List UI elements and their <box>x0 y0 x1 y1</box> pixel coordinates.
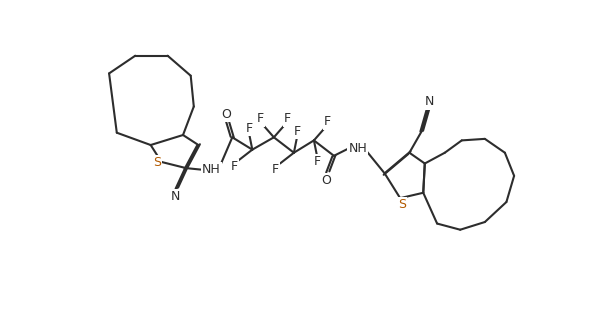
Text: N: N <box>425 95 434 109</box>
Text: O: O <box>221 108 231 121</box>
Text: F: F <box>272 163 279 176</box>
Text: F: F <box>246 121 253 135</box>
Text: N: N <box>170 190 180 203</box>
Text: F: F <box>231 160 237 173</box>
Text: NH: NH <box>202 163 221 176</box>
Text: F: F <box>324 115 331 129</box>
Text: F: F <box>314 155 320 169</box>
Text: S: S <box>153 156 161 169</box>
Text: S: S <box>398 198 406 211</box>
Text: O: O <box>321 174 331 187</box>
Text: F: F <box>284 112 291 125</box>
Text: NH: NH <box>349 142 367 155</box>
Text: F: F <box>293 125 300 138</box>
Text: F: F <box>256 112 264 125</box>
